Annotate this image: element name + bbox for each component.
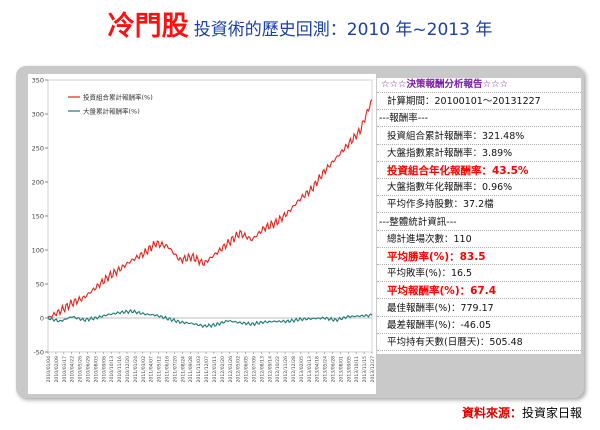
- plot-frame: [47, 79, 373, 353]
- legend-label: 大盤累計報酬率(%): [83, 107, 140, 116]
- y-tick-label: 100: [32, 247, 44, 255]
- report-row: 最佳報酬率(%)：779.17: [377, 302, 581, 317]
- report-row: ---整體統計資訊---: [377, 216, 581, 231]
- x-tick-label: 2013/04/18: [315, 356, 321, 383]
- x-tick-label: 2012/09/14: [267, 356, 273, 383]
- x-tick-label: 2012/12/28: [291, 356, 297, 383]
- report-row: ---報酬率---: [377, 112, 581, 128]
- x-tick-label: 2013/02/05: [299, 356, 305, 383]
- x-tick-label: 2011/09/28: [188, 356, 194, 383]
- main-title: 冷門股: [107, 11, 189, 42]
- x-tick-label: 2013/10/11: [354, 356, 360, 383]
- report-row: 投資組合年化報酬率：43.5%: [377, 164, 581, 179]
- x-tick-label: 2011/04/07: [149, 356, 155, 383]
- x-tick-label: 2013/12/27: [370, 356, 376, 383]
- report-row: 平均持有天數(日曆天)：505.48: [377, 336, 581, 351]
- source-value: 投資家日報: [521, 406, 582, 420]
- report-row: 平均敗率(%)：16.5: [377, 267, 581, 283]
- x-tick-label: 2012/10/22: [275, 356, 281, 383]
- x-tick-label: 2013/08/01: [338, 356, 344, 383]
- x-tick-label: 2012/11/26: [283, 356, 289, 383]
- page-headline: 冷門股 投資術的歷史回測：2010 年~2013 年: [0, 4, 600, 44]
- report-heading: ☆☆☆決策報酬分析報告☆☆☆: [377, 78, 581, 93]
- report-box: ☆☆☆決策報酬分析報告☆☆☆ 計算期間：20100101～20131227 ---報…: [377, 78, 581, 354]
- y-tick-label: 150: [32, 213, 44, 221]
- x-tick-label: 2011/12/07: [204, 356, 210, 383]
- report-row: 計算期間：20100101～20131227: [377, 95, 581, 111]
- x-tick-label: 2012/07/09: [251, 356, 257, 383]
- y-tick-label: 50: [36, 281, 44, 289]
- x-tick-label: 2011/05/12: [157, 356, 163, 383]
- report-row: 投資組合累計報酬率：321.48%: [377, 130, 581, 145]
- x-tick-label: 2012/05/02: [236, 356, 242, 383]
- x-tick-label: 2010/02/09: [54, 356, 60, 383]
- x-tick-label: 2012/08/13: [259, 356, 265, 383]
- report-row: 平均勝率(%)：83.5: [377, 250, 581, 265]
- x-tick-label: 2011/03/02: [141, 356, 147, 383]
- x-tick-label: 2013/06/28: [330, 356, 336, 383]
- y-tick-label: 250: [32, 145, 44, 153]
- y-tick-label: 0: [40, 315, 44, 323]
- report-row: 平均報酬率(%)：67.4: [377, 284, 581, 300]
- series-line-portfolio: [47, 99, 373, 319]
- x-tick-label: 2011/01/24: [133, 356, 139, 383]
- x-tick-label: 2010/04/22: [70, 356, 76, 383]
- x-tick-label: 2010/01/04: [46, 356, 52, 383]
- chart-area: -50 0 50 100 150 200 250 300 350 2010/01/04 2010/0…: [28, 74, 376, 394]
- series-line-index: [47, 309, 373, 329]
- report-row: 大盤指數累計報酬率：3.89%: [377, 147, 581, 162]
- x-tick-label: 2013/03/13: [307, 356, 313, 383]
- y-tick-label: 300: [32, 111, 44, 119]
- x-tick-label: 2013/09/05: [346, 356, 352, 383]
- report-row: 最差報酬率(%)：-46.05: [377, 319, 581, 334]
- x-tick-label: 2010/11/16: [117, 356, 123, 383]
- y-tick-label: -50: [33, 349, 44, 357]
- x-tick-label: 2013/11/15: [362, 356, 368, 383]
- x-tick-label: 2011/08/24: [180, 356, 186, 383]
- x-tick-label: 2010/08/03: [93, 356, 99, 383]
- legend-label: 投資組合累計報酬率(%): [83, 93, 153, 102]
- x-tick-label: 2012/06/05: [244, 356, 250, 383]
- report-row: 大盤指數年化報酬率：0.96%: [377, 181, 581, 197]
- x-tick-label: 2010/09/06: [101, 356, 107, 383]
- x-tick-label: 2010/06/29: [86, 356, 92, 383]
- x-tick-label: 2010/10/13: [109, 356, 115, 383]
- x-tick-label: 2011/06/16: [165, 356, 171, 383]
- y-tick-label: 200: [32, 179, 44, 187]
- x-tick-label: 2010/12/20: [125, 356, 131, 383]
- x-tick-label: 2013/05/24: [323, 356, 329, 383]
- x-tick-label: 2012/03/26: [228, 356, 234, 383]
- report-row: 平均作多持股數：37.2檔: [377, 198, 581, 214]
- report-row: 總計進場次數：110: [377, 233, 581, 248]
- subtitle: 投資術的歷史回測：2010 年~2013 年: [193, 20, 493, 40]
- x-tick-label: 2012/01/11: [212, 356, 218, 383]
- x-tick-label: 2010/03/17: [62, 356, 68, 383]
- x-tick-label: 2011/07/20: [172, 356, 178, 383]
- x-tick-label: 2010/05/26: [78, 356, 84, 383]
- source-label: 資料來源：: [461, 406, 522, 420]
- source-credit: 資料來源：投資家日報: [462, 404, 582, 421]
- x-tick-label: 2012/02/20: [220, 356, 226, 383]
- x-tick-label: 2011/11/03: [196, 356, 202, 383]
- y-tick-label: 350: [32, 77, 44, 85]
